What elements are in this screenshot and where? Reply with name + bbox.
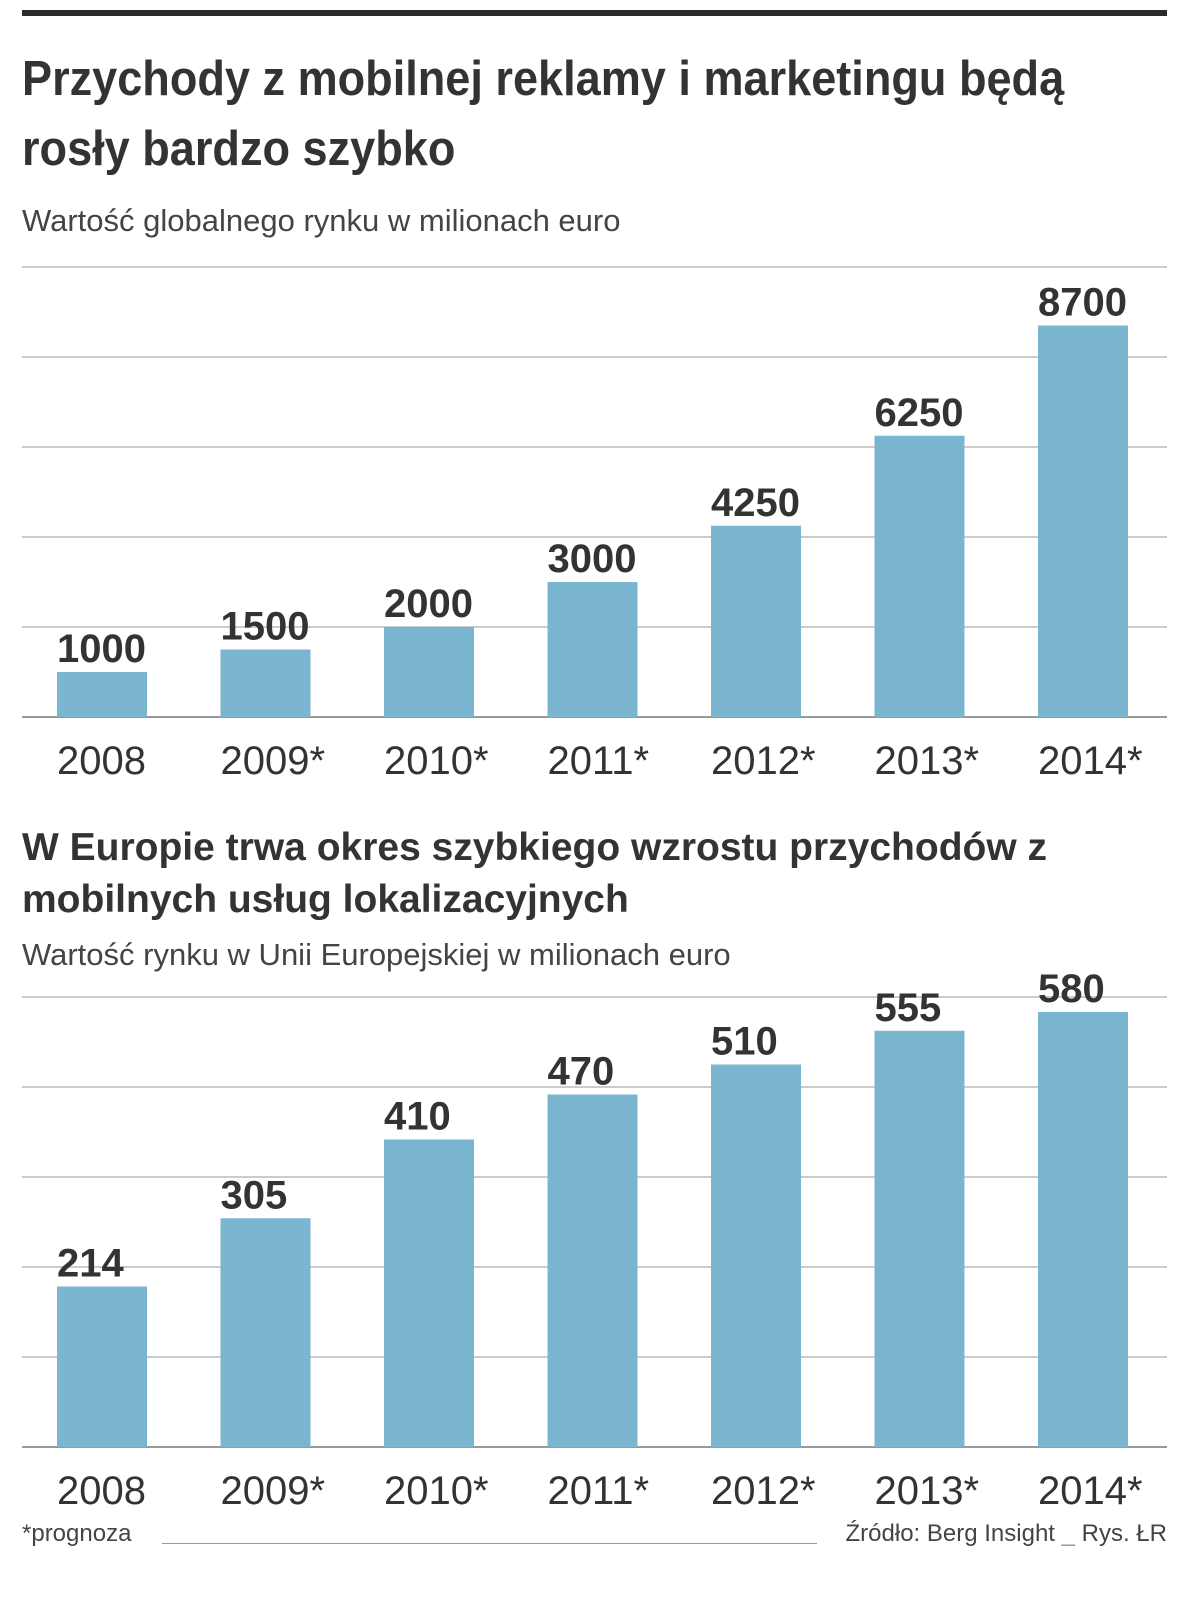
- chart1-bar-2014*: [1038, 325, 1128, 717]
- source: Źródło: Berg Insight _ Rys. ŁR: [845, 1520, 1167, 1547]
- chart2-bar-2008: [57, 1286, 147, 1447]
- chart1-value-label: 2000: [384, 582, 473, 626]
- chart2-bar-2012*: [711, 1064, 801, 1447]
- chart2-category-label: 2013*: [875, 1469, 980, 1513]
- chart1-value-label: 8700: [1038, 281, 1127, 325]
- chart2-category-label: 2012*: [711, 1469, 816, 1513]
- chart2-category-label: 2008: [57, 1469, 146, 1513]
- chart2-bar-2014*: [1038, 1012, 1128, 1447]
- chart1-bar-2012*: [711, 525, 801, 717]
- chart1-value-label: 6250: [875, 391, 964, 435]
- chart2-bar-2009*: [220, 1218, 311, 1447]
- chart1-category-label: 2013*: [875, 739, 980, 783]
- chart1-bar-2009*: [220, 649, 311, 717]
- chart2-value-label: 410: [384, 1095, 451, 1139]
- chart2-bar-2010*: [384, 1139, 474, 1447]
- chart2-value-label: 580: [1038, 967, 1105, 1011]
- chart1-bar-chart: 1000 2008 1500 2009* 2000 2010* 3000 2011* 4250 2…: [22, 266, 1167, 783]
- chart2-bar-2011*: [547, 1094, 638, 1447]
- chart2-value-label: 470: [548, 1050, 615, 1094]
- chart2-value-label: 510: [711, 1020, 778, 1064]
- chart1-value-label: 3000: [548, 537, 637, 581]
- chart2-subtitle: Wartość rynku w Unii Europejskiej w mili…: [22, 937, 731, 972]
- chart2-bar-2013*: [874, 1030, 965, 1447]
- credit-text: Rys. ŁR: [1081, 1520, 1167, 1547]
- chart1-category-label: 2010*: [384, 739, 489, 783]
- chart2-value-label: 305: [221, 1173, 288, 1217]
- chart1-value-label: 1000: [57, 627, 146, 671]
- chart2-category-label: 2014*: [1038, 1469, 1143, 1513]
- chart2-bar-chart: 214 2008 305 2009* 410 2010* 470 2011* 510 2012* 5…: [22, 967, 1167, 1513]
- chart2-category-label: 2009*: [221, 1469, 326, 1513]
- footer-rule-left: [162, 1543, 817, 1544]
- source-text: Źródło: Berg Insight: [845, 1520, 1055, 1547]
- chart1-bar-2008: [57, 672, 147, 717]
- chart2-category-label: 2010*: [384, 1469, 489, 1513]
- chart2-value-label: 214: [57, 1242, 124, 1286]
- chart2-title: W Europie trwa okres szybkiego wzrostu p…: [22, 826, 1048, 921]
- chart1-bar-2013*: [874, 435, 965, 717]
- chart1-category-label: 2014*: [1038, 739, 1143, 783]
- chart1-subtitle: Wartość globalnego rynku w milionach eur…: [22, 203, 621, 238]
- chart1-title: Przychody z mobilnej reklamy i marketing…: [22, 52, 1065, 176]
- footer: *prognoza Źródło: Berg Insight _ Rys. ŁR: [22, 1520, 1167, 1550]
- chart1-bar-2011*: [547, 582, 638, 717]
- chart2-value-label: 555: [875, 986, 942, 1030]
- chart1-category-label: 2011*: [548, 739, 650, 783]
- top-rule: [22, 10, 1167, 16]
- chart1-category-label: 2008: [57, 739, 146, 783]
- footnote: *prognoza: [22, 1520, 132, 1547]
- chart2-category-label: 2011*: [548, 1469, 650, 1513]
- chart1-bar-2010*: [384, 627, 474, 717]
- chart1-category-label: 2009*: [221, 739, 326, 783]
- chart1-value-label: 4250: [711, 481, 800, 525]
- chart1-category-label: 2012*: [711, 739, 816, 783]
- chart1-value-label: 1500: [221, 605, 310, 649]
